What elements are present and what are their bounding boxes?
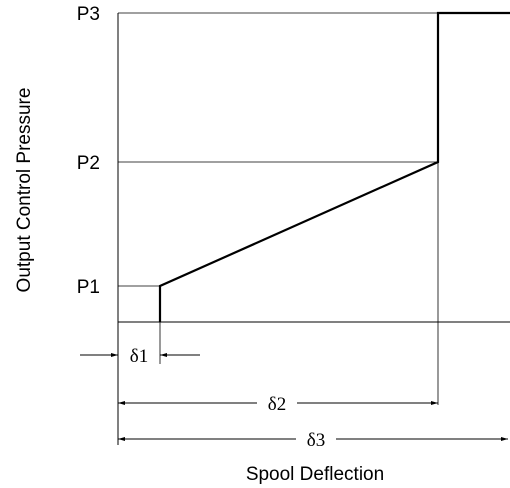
x-axis-title: Spool Deflection: [246, 464, 384, 485]
delta1-label: δ1: [130, 346, 148, 367]
pressure-curve: [158, 11, 510, 322]
p2-label: P2: [77, 153, 100, 174]
p1-label: P1: [77, 277, 100, 298]
delta2-label: δ2: [268, 394, 286, 415]
y-axis-title: Output Control Pressure: [14, 88, 35, 293]
delta3-label: δ3: [307, 430, 325, 451]
p3-label: P3: [77, 4, 100, 25]
